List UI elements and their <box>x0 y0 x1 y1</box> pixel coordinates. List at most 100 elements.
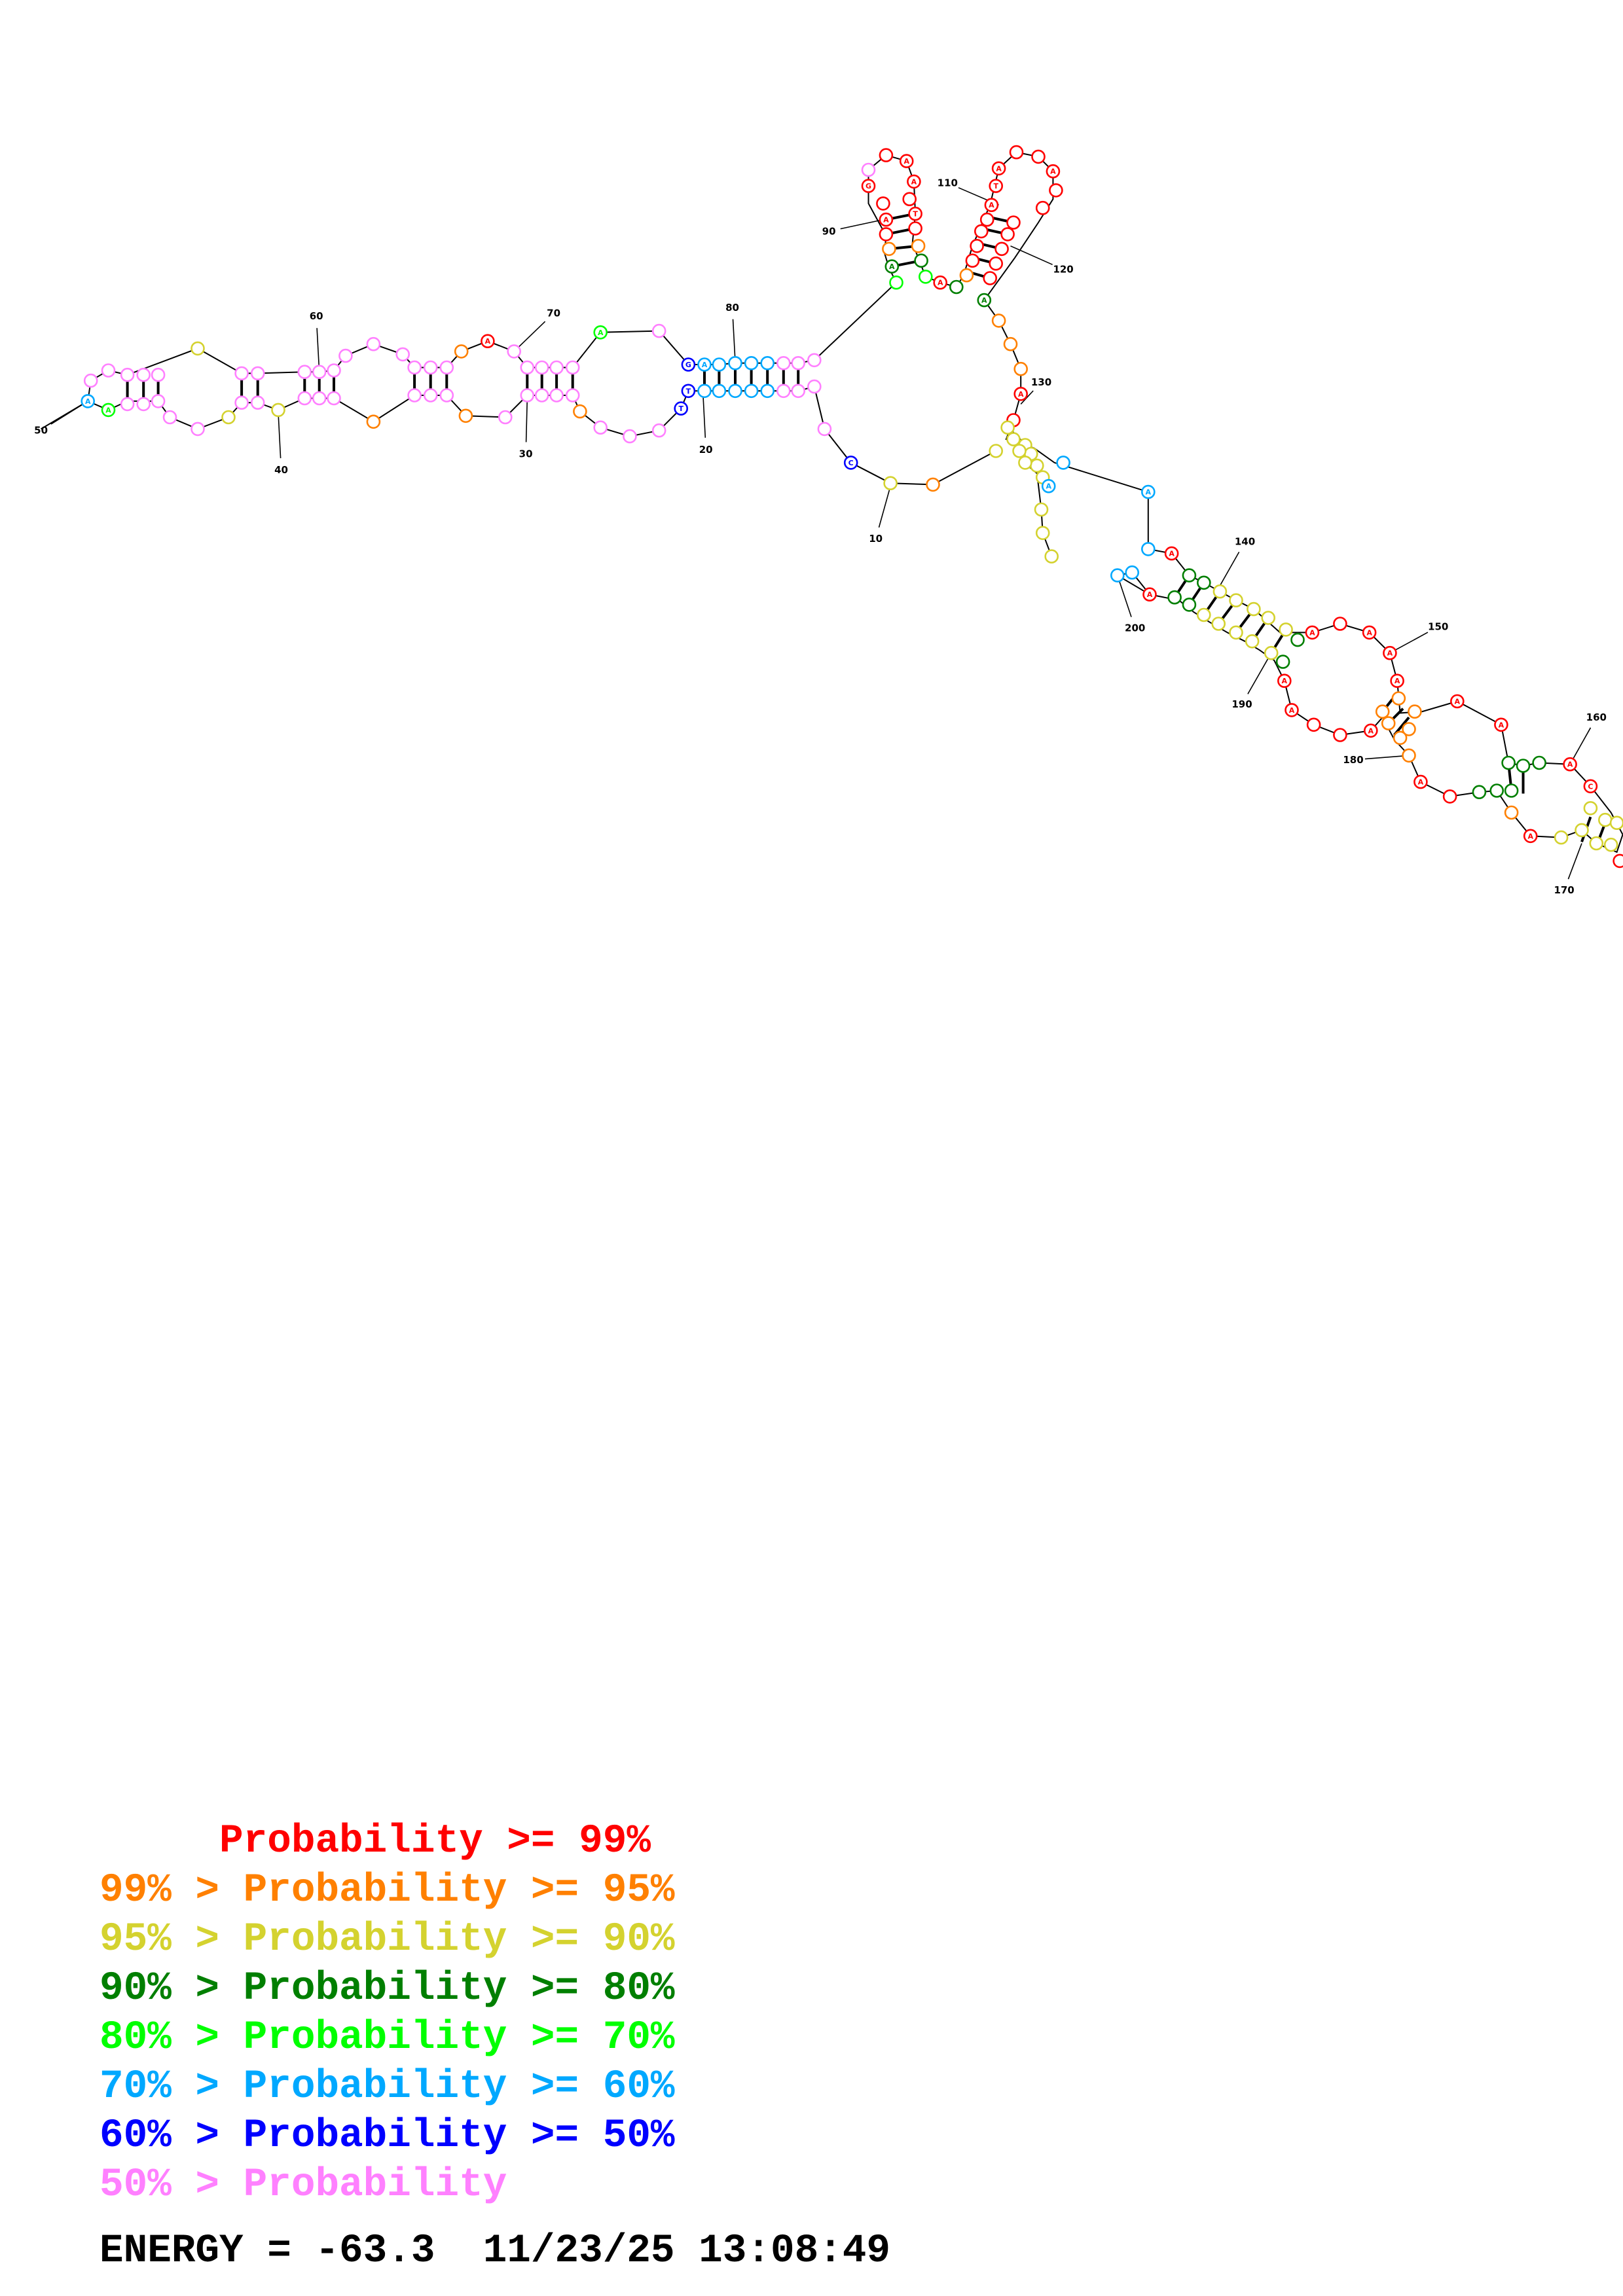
svg-text:A: A <box>1368 726 1374 735</box>
nucleotide-lime <box>889 275 903 290</box>
svg-text:A: A <box>1046 482 1051 491</box>
nucleotide-yellow <box>1006 432 1021 446</box>
nucleotide-red <box>1049 183 1063 198</box>
nucleotide-red: A <box>1362 625 1377 640</box>
nucleotide-pink <box>549 388 564 403</box>
nucleotide-orange <box>882 242 896 257</box>
nucleotide-pink <box>776 355 791 370</box>
nucleotide-pink <box>593 420 608 435</box>
svg-text:A: A <box>889 262 895 271</box>
backbone-line <box>41 151 1623 853</box>
svg-text:T: T <box>678 404 684 413</box>
svg-text:A: A <box>1499 721 1504 729</box>
tick-line <box>1567 843 1582 880</box>
nucleotide-pink <box>520 388 535 403</box>
nucleotide-pink <box>807 353 822 368</box>
nucleotide-pink <box>534 388 549 403</box>
svg-text:T: T <box>913 210 918 219</box>
position-label: 200 <box>1125 622 1145 634</box>
nucleotide-red <box>1035 200 1050 215</box>
tick-line <box>513 321 546 352</box>
nucleotide-pink <box>395 347 410 362</box>
nucleotide-red: A <box>991 161 1006 176</box>
energy-readout: ENERGY = -63.3 11/23/25 13:08:49 <box>100 2229 890 2274</box>
nucleotide-yellow <box>1012 444 1027 458</box>
nucleotide-yellow <box>1211 617 1226 631</box>
tick-line <box>1247 653 1272 694</box>
svg-text:A: A <box>883 216 889 224</box>
nucleotide-yellow <box>1575 823 1589 838</box>
tick-line <box>278 412 282 459</box>
svg-text:G: G <box>866 182 871 190</box>
nucleotide-pink <box>549 360 564 375</box>
svg-text:A: A <box>1147 590 1153 599</box>
nucleotide-pink <box>565 388 580 403</box>
svg-text:A: A <box>981 296 987 305</box>
nucleotide-cyan <box>760 355 775 370</box>
nucleotide-yellow <box>883 476 898 491</box>
position-label: 20 <box>699 444 713 456</box>
nucleotide-yellow <box>1229 625 1243 640</box>
nucleotide-green <box>949 279 964 295</box>
nucleotide-cyan <box>760 384 775 399</box>
position-label: 80 <box>725 302 739 314</box>
backbone <box>41 151 1623 853</box>
position-label: 160 <box>1586 711 1607 723</box>
nucleotide-pink <box>439 360 454 375</box>
nucleotide-pink <box>327 391 341 406</box>
nucleotide-pink <box>423 360 438 375</box>
nucleotide-blue: T <box>681 384 696 399</box>
svg-text:A: A <box>1527 832 1533 840</box>
nucleotide-red: A <box>1390 673 1404 688</box>
nucleotide-orange <box>1402 748 1416 763</box>
nucleotide-red: A <box>899 154 914 168</box>
svg-text:A: A <box>1309 628 1315 637</box>
nucleotide-red <box>970 238 984 253</box>
nucleotide-red <box>1031 149 1046 164</box>
tick-line <box>840 219 884 230</box>
nucleotide-red <box>879 148 894 162</box>
nucleotide-orange <box>1393 730 1408 745</box>
svg-text:A: A <box>1366 628 1372 637</box>
nucleotide-yellow <box>1197 607 1211 622</box>
svg-text:T: T <box>686 387 691 395</box>
nucleotide-yellow <box>191 341 205 356</box>
position-label: 70 <box>547 308 560 319</box>
svg-text:A: A <box>1567 761 1573 769</box>
nucleotide-yellow <box>1264 645 1279 660</box>
nucleotide-red: A <box>1383 645 1397 660</box>
position-label: 110 <box>938 177 958 189</box>
nucleotide-yellow <box>1598 812 1613 827</box>
nucleotide-pink <box>151 394 166 408</box>
svg-text:A: A <box>1455 698 1461 706</box>
nucleotide-red: A <box>907 174 921 189</box>
position-label: 90 <box>822 225 836 237</box>
nucleotide-yellow <box>221 410 236 425</box>
nucleotide-red <box>989 256 1003 271</box>
nucleotide-red: A <box>1364 723 1378 738</box>
svg-text:A: A <box>989 201 994 209</box>
nucleotide-red <box>1006 215 1021 230</box>
base-pairs <box>126 212 1607 847</box>
nucleotide-yellow <box>1609 816 1623 830</box>
nucleotide-pink <box>234 395 249 410</box>
svg-text:A: A <box>105 406 111 414</box>
position-label: 150 <box>1428 620 1448 632</box>
tick-line <box>1117 575 1132 617</box>
nucleotide-red: C <box>1583 779 1598 794</box>
nucleotide-red <box>983 271 997 285</box>
svg-text:A: A <box>702 361 708 369</box>
nucleotide-yellow <box>1018 456 1032 470</box>
tick-line <box>1010 245 1053 266</box>
svg-text:A: A <box>903 157 909 166</box>
nucleotide-green <box>1182 598 1197 612</box>
nucleotide-red <box>1306 717 1321 732</box>
svg-text:A: A <box>485 337 491 346</box>
nucleotide-pink <box>817 422 832 437</box>
tick-line <box>1020 390 1034 404</box>
legend-line-ge50: 60% > Probability >= 50% <box>100 2113 675 2159</box>
nucleotide-orange <box>926 477 940 492</box>
nucleotide-pink <box>101 363 116 378</box>
svg-text:A: A <box>1146 488 1152 497</box>
nucleotide-cyan <box>728 355 742 370</box>
